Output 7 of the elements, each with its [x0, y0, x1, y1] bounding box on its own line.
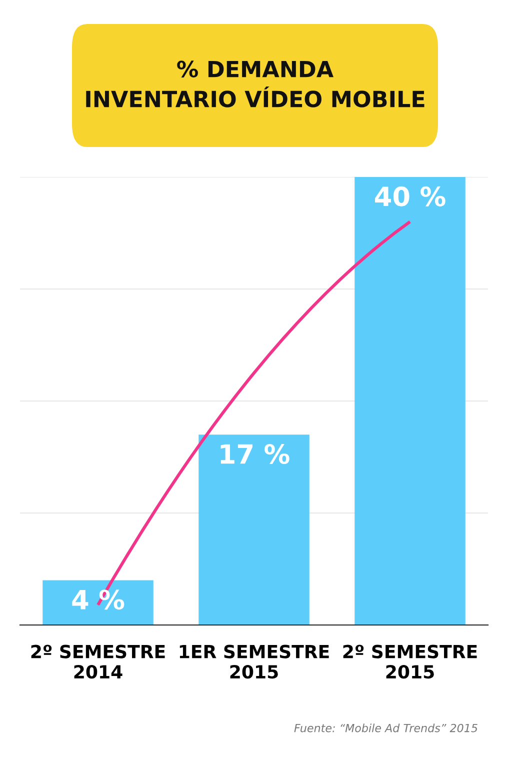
source-note: Fuente: “Mobile Ad Trends” 2015 — [294, 724, 478, 732]
x-tick-label: 1ER SEMESTRE 2015 — [180, 644, 329, 679]
data-label: 40 % — [375, 186, 446, 206]
data-label: 17 % — [220, 444, 290, 464]
x-tick-label: 2º SEMESTRE 2015 — [343, 644, 477, 679]
x-tick-label: 2º SEMESTRE 2014 — [31, 644, 165, 679]
chart-title: % DEMANDA INVENTARIO VÍDEO MOBILE — [86, 60, 424, 108]
